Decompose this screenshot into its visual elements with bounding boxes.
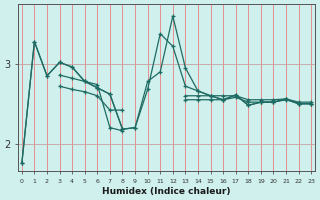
X-axis label: Humidex (Indice chaleur): Humidex (Indice chaleur) xyxy=(102,187,231,196)
